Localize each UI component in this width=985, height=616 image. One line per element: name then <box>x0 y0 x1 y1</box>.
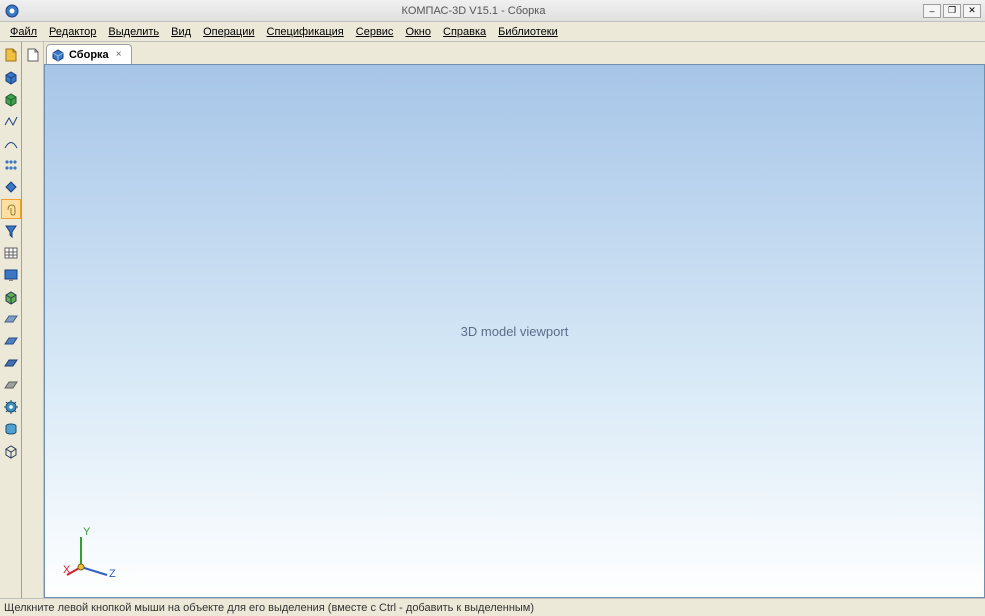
left-toolbar-secondary <box>22 42 44 598</box>
menu-service[interactable]: Сервис <box>350 24 400 40</box>
window-controls: – ❐ ✕ <box>923 4 981 18</box>
gear-icon[interactable] <box>1 397 21 417</box>
axis-triad: X Y Z <box>59 523 119 583</box>
plane1-icon[interactable] <box>1 309 21 329</box>
menu-operations[interactable]: Операции <box>197 24 260 40</box>
menu-edit[interactable]: Редактор <box>43 24 102 40</box>
table-icon[interactable] <box>1 243 21 263</box>
app-window: КОМПАС-3D V15.1 - Сборка – ❐ ✕ Файл Реда… <box>0 0 985 616</box>
axis-z-label: Z <box>109 568 116 580</box>
path-icon[interactable] <box>1 111 21 131</box>
content-row: Сборка × 3D model viewport X Y Z <box>0 42 985 598</box>
box-corner-icon[interactable] <box>1 287 21 307</box>
main-area: Сборка × 3D model viewport X Y Z <box>44 42 985 598</box>
curve-icon[interactable] <box>1 133 21 153</box>
window-title: КОМПАС-3D V15.1 - Сборка <box>24 5 923 17</box>
status-text: Щелкните левой кнопкой мыши на объекте д… <box>4 602 534 614</box>
tab-close-button[interactable]: × <box>113 49 125 61</box>
plane2-icon[interactable] <box>1 331 21 351</box>
left-toolbar-primary <box>0 42 22 598</box>
cylinder-icon[interactable] <box>1 419 21 439</box>
axis-x-label: X <box>63 564 71 576</box>
menubar: Файл Редактор Выделить Вид Операции Спец… <box>0 22 985 42</box>
menu-file[interactable]: Файл <box>4 24 43 40</box>
titlebar: КОМПАС-3D V15.1 - Сборка – ❐ ✕ <box>0 0 985 22</box>
maximize-button[interactable]: ❐ <box>943 4 961 18</box>
menu-libs[interactable]: Библиотеки <box>492 24 564 40</box>
tab-assembly[interactable]: Сборка × <box>46 44 132 64</box>
viewport-3d[interactable]: 3D model viewport X Y Z <box>44 64 985 598</box>
axis-y-label: Y <box>83 526 91 538</box>
create-part-icon[interactable] <box>1 45 21 65</box>
model-placeholder: 3D model viewport <box>139 118 890 544</box>
screen-icon[interactable] <box>1 265 21 285</box>
dots-icon[interactable] <box>1 155 21 175</box>
app-icon <box>4 3 20 19</box>
plane3-icon[interactable] <box>1 353 21 373</box>
minimize-button[interactable]: – <box>923 4 941 18</box>
tab-bar: Сборка × <box>44 42 985 64</box>
menu-window[interactable]: Окно <box>399 24 437 40</box>
plane-grey-icon[interactable] <box>1 375 21 395</box>
assembly-icon <box>51 48 65 62</box>
page-corner-icon[interactable] <box>23 45 43 65</box>
clip-icon[interactable] <box>1 199 21 219</box>
tab-label: Сборка <box>69 49 109 61</box>
menu-select[interactable]: Выделить <box>102 24 165 40</box>
funnel-icon[interactable] <box>1 221 21 241</box>
menu-view[interactable]: Вид <box>165 24 197 40</box>
menu-help[interactable]: Справка <box>437 24 492 40</box>
box-green-icon[interactable] <box>1 89 21 109</box>
diamond-icon[interactable] <box>1 177 21 197</box>
box-wire-icon[interactable] <box>1 441 21 461</box>
statusbar: Щелкните левой кнопкой мыши на объекте д… <box>0 598 985 616</box>
close-button[interactable]: ✕ <box>963 4 981 18</box>
box-blue-icon[interactable] <box>1 67 21 87</box>
menu-spec[interactable]: Спецификация <box>261 24 350 40</box>
